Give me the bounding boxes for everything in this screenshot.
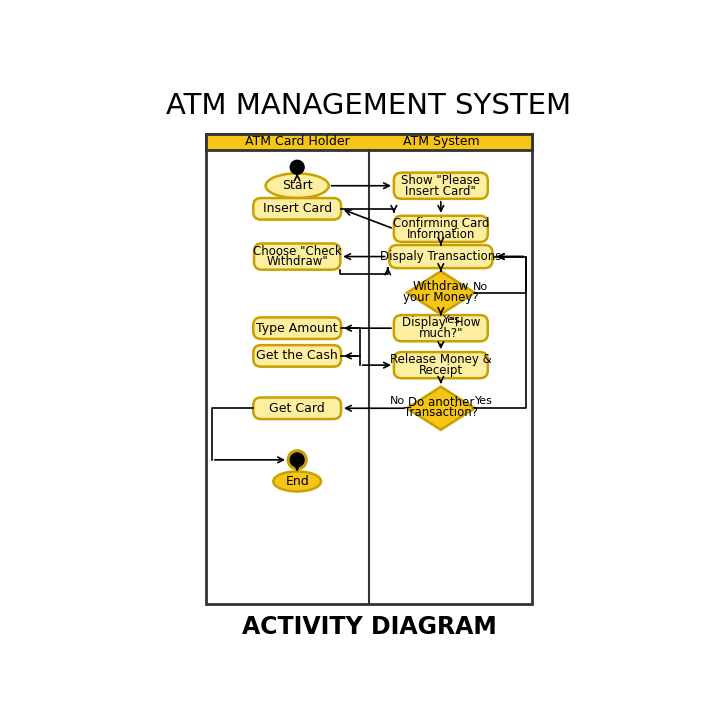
Text: Dispaly Transactions: Dispaly Transactions bbox=[380, 250, 502, 263]
FancyBboxPatch shape bbox=[394, 352, 487, 378]
Text: Insert Card": Insert Card" bbox=[405, 184, 476, 197]
Text: Start: Start bbox=[282, 179, 312, 192]
Text: Get Card: Get Card bbox=[269, 402, 325, 415]
Circle shape bbox=[290, 161, 304, 174]
FancyBboxPatch shape bbox=[394, 216, 487, 242]
Bar bbox=[206, 134, 532, 150]
Text: No: No bbox=[390, 395, 405, 405]
Text: Withdraw": Withdraw" bbox=[266, 256, 328, 269]
Circle shape bbox=[290, 453, 304, 467]
FancyBboxPatch shape bbox=[253, 318, 341, 339]
Text: ATM MANAGEMENT SYSTEM: ATM MANAGEMENT SYSTEM bbox=[166, 91, 572, 120]
Text: Yes: Yes bbox=[475, 395, 493, 405]
Text: much?": much?" bbox=[418, 327, 463, 340]
Text: Insert Card: Insert Card bbox=[263, 202, 332, 215]
Text: Show "Please: Show "Please bbox=[401, 174, 480, 186]
Text: Do another: Do another bbox=[408, 395, 474, 408]
FancyBboxPatch shape bbox=[390, 245, 492, 268]
Text: ACTIVITY DIAGRAM: ACTIVITY DIAGRAM bbox=[242, 615, 496, 639]
Text: your Money?: your Money? bbox=[403, 291, 479, 304]
Text: Receipt: Receipt bbox=[419, 364, 463, 377]
FancyBboxPatch shape bbox=[254, 243, 341, 270]
Polygon shape bbox=[407, 387, 474, 430]
Text: Information: Information bbox=[407, 228, 475, 240]
Text: ATM System: ATM System bbox=[402, 135, 479, 148]
Text: Confirming Card: Confirming Card bbox=[392, 217, 489, 230]
Text: Display "How: Display "How bbox=[402, 316, 480, 329]
FancyBboxPatch shape bbox=[394, 173, 487, 199]
FancyBboxPatch shape bbox=[253, 345, 341, 366]
Text: End: End bbox=[285, 475, 309, 488]
Ellipse shape bbox=[288, 451, 307, 469]
FancyBboxPatch shape bbox=[394, 315, 487, 341]
Ellipse shape bbox=[266, 174, 329, 198]
Text: Release Money &: Release Money & bbox=[390, 354, 492, 366]
Text: Yes: Yes bbox=[443, 315, 461, 325]
Text: Get the Cash: Get the Cash bbox=[256, 349, 338, 362]
Bar bbox=[206, 134, 532, 604]
FancyBboxPatch shape bbox=[253, 397, 341, 419]
FancyBboxPatch shape bbox=[253, 198, 341, 220]
Text: Choose "Check: Choose "Check bbox=[253, 245, 341, 258]
Ellipse shape bbox=[274, 472, 321, 492]
Text: Transaction?: Transaction? bbox=[404, 406, 478, 419]
Text: No: No bbox=[473, 282, 488, 292]
Text: Withdraw: Withdraw bbox=[413, 280, 469, 293]
Polygon shape bbox=[407, 271, 474, 315]
Text: Type Amount: Type Amount bbox=[256, 322, 338, 335]
Text: ATM Card Holder: ATM Card Holder bbox=[245, 135, 349, 148]
